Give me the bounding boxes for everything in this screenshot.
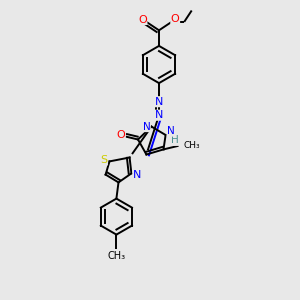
Text: CH₃: CH₃ [107, 250, 125, 261]
Text: H: H [171, 135, 178, 146]
Text: N: N [155, 110, 163, 120]
Text: N: N [155, 97, 163, 107]
Text: S: S [100, 155, 107, 165]
Text: N: N [133, 170, 141, 180]
Text: O: O [171, 14, 180, 24]
Text: N: N [167, 126, 175, 136]
Text: O: O [138, 14, 147, 25]
Text: O: O [116, 130, 125, 140]
Text: N: N [142, 122, 150, 132]
Text: CH₃: CH₃ [184, 141, 200, 150]
